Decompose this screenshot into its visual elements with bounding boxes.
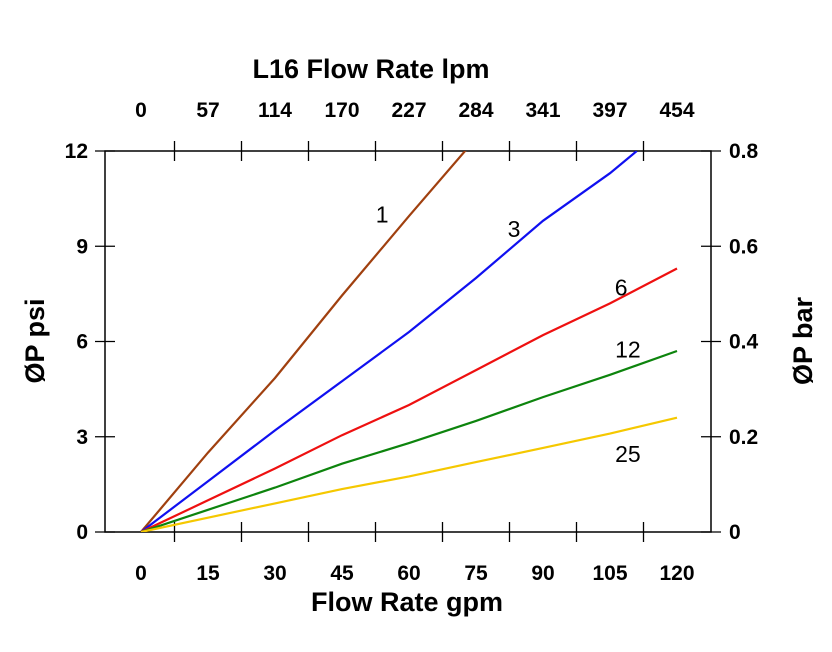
x2-tick-label: 114 — [258, 99, 292, 122]
y-tick-label: 3 — [76, 426, 88, 449]
x-tick-label: 120 — [659, 562, 694, 585]
series-line-25 — [140, 416, 678, 532]
series-label-12: 12 — [615, 336, 641, 362]
series-line-12 — [140, 349, 678, 532]
y2-tick-label: 0.4 — [729, 331, 759, 354]
x2-tick-label: 0 — [135, 99, 147, 122]
y2-tick-label: 0.2 — [729, 426, 758, 449]
x-tick-label: 0 — [135, 562, 147, 585]
series-line-6 — [140, 267, 678, 532]
y-tick-label: 0 — [76, 521, 88, 544]
x-tick-label: 105 — [592, 562, 627, 585]
x-tick-label: 45 — [330, 562, 354, 585]
x2-tick-label: 170 — [324, 99, 359, 122]
series-label-6: 6 — [615, 275, 628, 301]
x2-tick-label: 397 — [592, 99, 627, 122]
x-tick-label: 75 — [464, 562, 488, 585]
y2-tick-label: 0.6 — [729, 235, 758, 258]
x-tick-label: 15 — [196, 562, 220, 585]
x-tick-label: 30 — [263, 562, 286, 585]
y-axis-title: ØP psi — [20, 298, 50, 383]
x-tick-label: 90 — [531, 562, 554, 585]
y-tick-label: 12 — [65, 140, 88, 163]
x-axis-title: Flow Rate gpm — [311, 587, 503, 617]
x2-tick-label: 227 — [391, 99, 426, 122]
x2-tick-label: 284 — [458, 99, 493, 122]
series-label-3: 3 — [508, 216, 521, 242]
series-line-3 — [140, 151, 638, 532]
chart-title: L16 Flow Rate lpm — [252, 54, 489, 84]
y2-tick-label: 0 — [729, 521, 741, 544]
series-label-25: 25 — [615, 441, 641, 467]
y-tick-label: 6 — [76, 331, 88, 354]
x-tick-label: 60 — [397, 562, 420, 585]
series-label-1: 1 — [376, 202, 389, 228]
series-line-1 — [140, 151, 467, 532]
x2-tick-label: 454 — [659, 99, 694, 122]
y2-axis-title: ØP bar — [788, 296, 818, 385]
y-tick-label: 9 — [76, 235, 88, 258]
x2-tick-label: 57 — [196, 99, 219, 122]
y2-tick-label: 0.8 — [729, 140, 759, 163]
x2-tick-label: 341 — [525, 99, 560, 122]
